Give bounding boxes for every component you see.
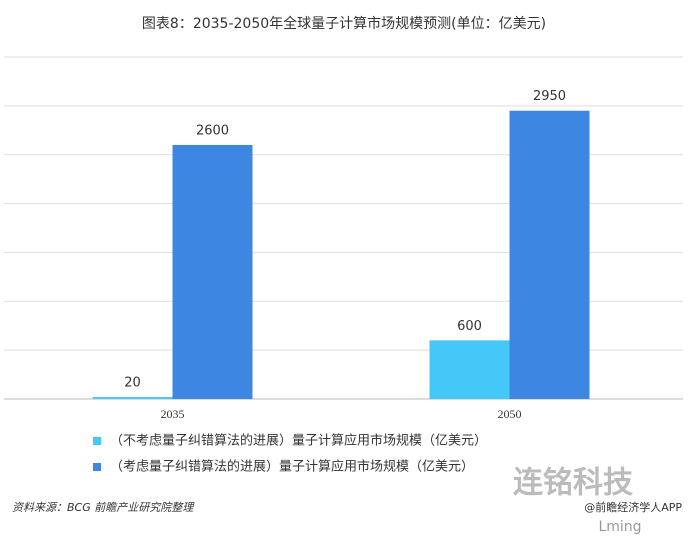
legend-label: （考虑量子纠错算法的进展）量子计算应用市场规模（亿美元） xyxy=(110,459,474,475)
watermark: @前瞻经济学人APP xyxy=(584,500,682,514)
chart-title: 图表8：2035-2050年全球量子计算市场规模预测(单位：亿美元) xyxy=(142,15,546,32)
bar xyxy=(509,110,590,399)
value-label: 2600 xyxy=(196,123,229,138)
bar xyxy=(92,397,173,399)
legend-swatch xyxy=(93,437,101,445)
x-tick-label: 2050 xyxy=(498,407,522,421)
bar xyxy=(429,340,510,399)
value-label: 2950 xyxy=(533,89,566,104)
source: 资料来源：BCG 前瞻产业研究院整理 xyxy=(12,501,195,514)
bar xyxy=(172,144,253,399)
x-tick-label: 2035 xyxy=(161,407,185,421)
legend-label: （不考虑量子纠错算法的进展）量子计算应用市场规模（亿美元） xyxy=(110,433,487,449)
legend-swatch xyxy=(93,463,101,471)
watermark: 连铭科技 xyxy=(513,466,633,501)
value-label: 600 xyxy=(457,319,482,334)
watermark: Lming xyxy=(598,519,641,535)
value-label: 20 xyxy=(124,376,141,391)
